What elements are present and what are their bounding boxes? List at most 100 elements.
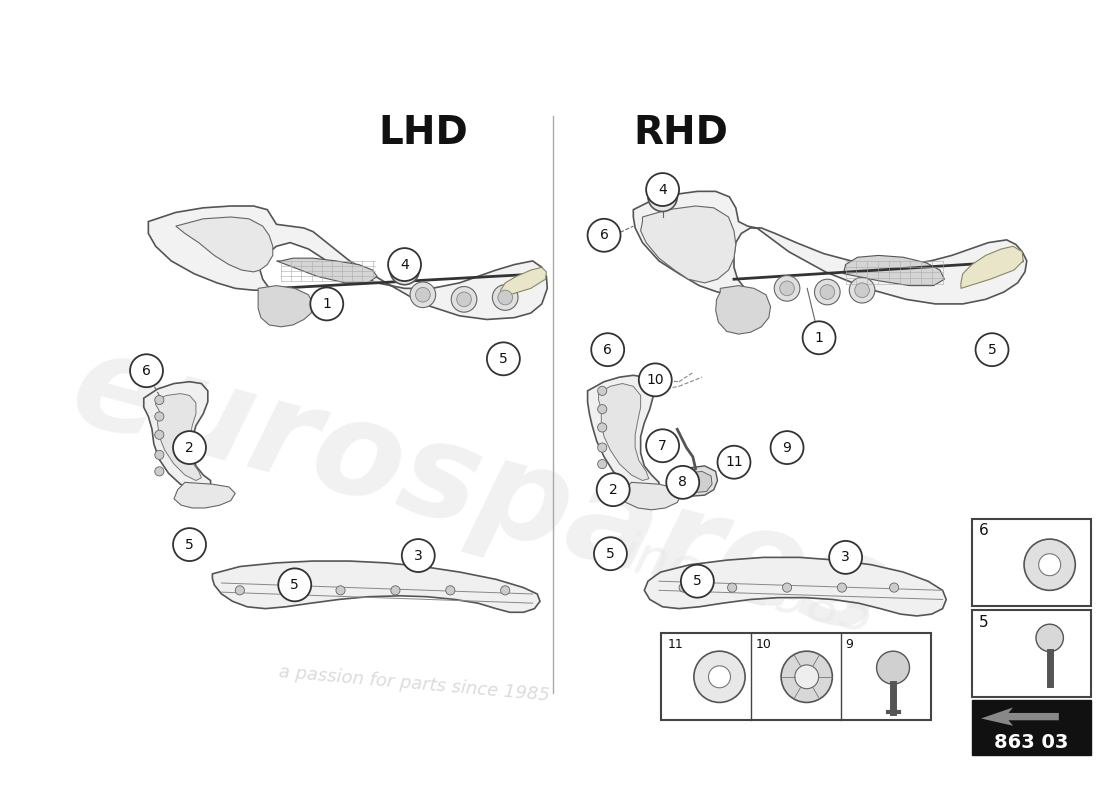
Polygon shape [144, 382, 210, 490]
Text: 11: 11 [668, 638, 684, 651]
Polygon shape [598, 383, 649, 481]
Text: 11: 11 [725, 455, 742, 470]
Circle shape [820, 285, 835, 299]
Circle shape [597, 386, 607, 395]
Text: 8: 8 [679, 475, 688, 490]
Circle shape [173, 431, 206, 464]
Circle shape [390, 586, 400, 595]
Circle shape [1038, 554, 1060, 576]
Circle shape [597, 443, 607, 452]
Text: 7: 7 [658, 438, 667, 453]
Circle shape [803, 322, 836, 354]
Circle shape [717, 446, 750, 478]
Text: 6: 6 [603, 342, 612, 357]
Circle shape [597, 423, 607, 432]
Text: 9: 9 [782, 441, 792, 454]
Text: 5: 5 [979, 615, 989, 630]
Polygon shape [148, 206, 548, 319]
Text: 6: 6 [142, 364, 151, 378]
Polygon shape [587, 375, 659, 491]
Text: 5: 5 [606, 546, 615, 561]
FancyBboxPatch shape [972, 610, 1091, 698]
Text: eurospares: eurospares [58, 322, 898, 661]
Circle shape [173, 528, 206, 561]
Circle shape [388, 248, 421, 281]
Text: 10: 10 [647, 373, 664, 387]
FancyBboxPatch shape [972, 519, 1091, 606]
Circle shape [782, 583, 792, 592]
Polygon shape [156, 394, 201, 481]
Circle shape [493, 285, 518, 310]
Circle shape [451, 286, 476, 312]
Polygon shape [640, 206, 736, 283]
FancyBboxPatch shape [661, 634, 931, 720]
Circle shape [837, 583, 847, 592]
Text: 9: 9 [845, 638, 854, 651]
Circle shape [781, 651, 833, 702]
Circle shape [679, 583, 689, 592]
Text: 2: 2 [185, 441, 194, 454]
Text: 6: 6 [979, 523, 989, 538]
Circle shape [795, 665, 818, 689]
Text: 1: 1 [815, 330, 824, 345]
Text: 5: 5 [693, 574, 702, 588]
Polygon shape [500, 267, 547, 298]
Text: 10: 10 [756, 638, 771, 651]
Circle shape [849, 278, 875, 303]
Text: RHD: RHD [634, 114, 728, 152]
Circle shape [976, 334, 1009, 366]
Text: 5: 5 [499, 352, 508, 366]
Circle shape [278, 568, 311, 602]
Text: 1: 1 [322, 297, 331, 311]
Text: 5: 5 [988, 342, 997, 357]
Circle shape [646, 430, 679, 462]
Text: 3: 3 [842, 550, 850, 564]
Circle shape [487, 342, 520, 375]
Circle shape [639, 363, 672, 396]
Circle shape [130, 354, 163, 387]
Circle shape [780, 281, 794, 296]
Polygon shape [174, 482, 235, 508]
Polygon shape [258, 286, 314, 326]
Text: 863 03: 863 03 [994, 733, 1068, 752]
Polygon shape [623, 482, 681, 510]
Circle shape [416, 287, 430, 302]
Circle shape [310, 287, 343, 320]
Circle shape [235, 586, 244, 595]
Circle shape [587, 219, 620, 252]
Circle shape [336, 586, 345, 595]
Text: LHD: LHD [378, 114, 468, 152]
Circle shape [646, 173, 679, 206]
Circle shape [500, 586, 509, 595]
Circle shape [890, 583, 899, 592]
Circle shape [597, 405, 607, 414]
Circle shape [814, 279, 840, 305]
Polygon shape [716, 286, 771, 334]
Circle shape [774, 275, 800, 301]
Polygon shape [212, 561, 540, 612]
Circle shape [1024, 539, 1076, 590]
Circle shape [155, 466, 164, 476]
FancyBboxPatch shape [972, 700, 1091, 755]
Circle shape [1036, 624, 1064, 652]
Text: 5: 5 [290, 578, 299, 592]
Polygon shape [634, 191, 1026, 304]
Polygon shape [276, 258, 377, 283]
Text: 4: 4 [400, 258, 409, 271]
Circle shape [855, 283, 869, 298]
Circle shape [456, 292, 472, 306]
Circle shape [591, 334, 624, 366]
Circle shape [681, 565, 714, 598]
Text: a passion for parts since 1985: a passion for parts since 1985 [277, 663, 550, 705]
Circle shape [597, 459, 607, 469]
Circle shape [708, 666, 730, 688]
Circle shape [155, 395, 164, 405]
Polygon shape [176, 217, 273, 272]
Circle shape [694, 651, 745, 702]
Circle shape [397, 262, 411, 278]
Circle shape [498, 290, 513, 305]
Circle shape [389, 255, 419, 285]
Circle shape [667, 466, 700, 499]
Text: 2: 2 [608, 482, 617, 497]
Polygon shape [645, 558, 946, 616]
